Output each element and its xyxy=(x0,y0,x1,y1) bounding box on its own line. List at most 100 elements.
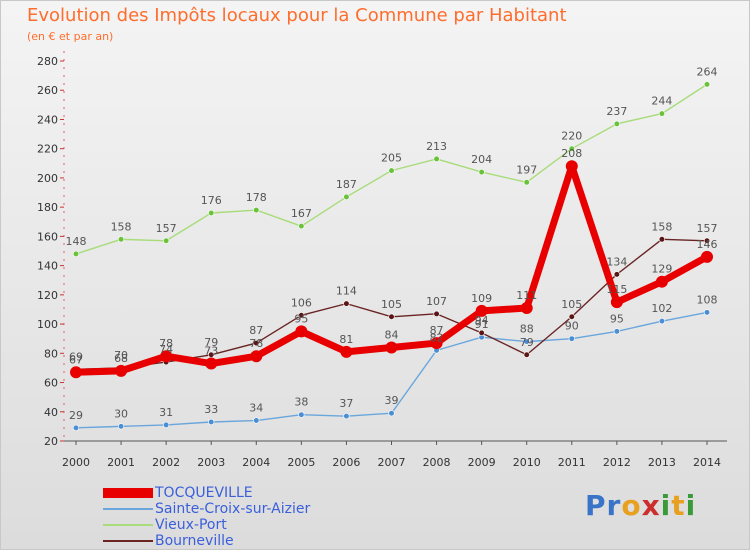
legend-swatch xyxy=(103,488,153,498)
data-point-tocqueville xyxy=(70,366,82,379)
data-label-vieux-port: 205 xyxy=(381,152,402,165)
y-tick-label: 280 xyxy=(37,55,58,68)
data-point-sainte-croix-sur-aizier xyxy=(388,410,395,417)
data-point-vieux-port xyxy=(658,110,666,117)
data-point-bourneville xyxy=(658,236,666,243)
data-label-bourneville: 79 xyxy=(204,336,218,349)
data-label-vieux-port: 167 xyxy=(291,207,312,220)
data-label-bourneville: 79 xyxy=(520,336,534,349)
data-point-bourneville xyxy=(523,351,530,358)
data-label-bourneville: 114 xyxy=(336,285,357,298)
data-label-bourneville: 134 xyxy=(606,255,627,268)
logo-letter: P xyxy=(585,489,607,522)
data-point-tocqueville xyxy=(250,350,263,363)
logo-letter: i xyxy=(660,489,672,522)
data-point-vieux-port xyxy=(478,168,485,176)
data-label-sainte-croix-sur-aizier: 31 xyxy=(159,406,173,419)
data-point-sainte-croix-sur-aizier xyxy=(613,328,620,335)
data-label-sainte-croix-sur-aizier: 108 xyxy=(697,293,718,306)
data-label-sainte-croix-sur-aizier: 33 xyxy=(204,403,218,416)
logo-letter: i xyxy=(685,489,697,522)
data-point-tocqueville xyxy=(655,275,668,288)
data-point-sainte-croix-sur-aizier xyxy=(208,418,215,426)
data-point-bourneville xyxy=(433,310,440,317)
data-point-tocqueville xyxy=(430,337,443,350)
data-label-vieux-port: 157 xyxy=(156,222,177,235)
data-label-vieux-port: 237 xyxy=(606,105,627,118)
data-label-tocqueville: 95 xyxy=(294,312,308,325)
y-tick-label: 200 xyxy=(37,172,58,185)
x-tick-label: 2003 xyxy=(197,456,225,469)
data-point-vieux-port xyxy=(433,155,440,163)
y-tick-label: 220 xyxy=(37,143,58,156)
data-label-vieux-port: 187 xyxy=(336,178,357,191)
data-point-vieux-port xyxy=(298,223,305,230)
data-point-bourneville xyxy=(613,271,620,278)
x-tick-label: 2012 xyxy=(603,456,631,469)
data-label-vieux-port: 213 xyxy=(426,140,447,153)
legend-swatch xyxy=(103,524,153,526)
data-label-sainte-croix-sur-aizier: 102 xyxy=(651,302,672,315)
data-label-tocqueville: 208 xyxy=(561,147,582,160)
data-point-vieux-port xyxy=(72,250,80,258)
data-point-sainte-croix-sur-aizier xyxy=(703,309,711,316)
x-tick-label: 2006 xyxy=(332,456,360,469)
data-point-sainte-croix-sur-aizier xyxy=(117,423,125,430)
data-point-sainte-croix-sur-aizier xyxy=(163,421,170,429)
data-label-sainte-croix-sur-aizier: 90 xyxy=(565,320,579,333)
legend-swatch xyxy=(103,508,153,510)
data-label-bourneville: 158 xyxy=(651,220,672,233)
data-label-vieux-port: 264 xyxy=(697,65,718,78)
y-tick-label: 240 xyxy=(37,113,58,126)
data-label-vieux-port: 148 xyxy=(66,235,87,248)
data-point-tocqueville xyxy=(295,325,308,338)
data-label-bourneville: 69 xyxy=(69,350,83,363)
data-label-bourneville: 70 xyxy=(114,349,128,362)
data-label-sainte-croix-sur-aizier: 30 xyxy=(114,407,128,420)
y-tick-label: 80 xyxy=(44,347,58,360)
legend-label: Sainte-Croix-sur-Aizier xyxy=(155,501,311,517)
data-point-sainte-croix-sur-aizier xyxy=(298,411,305,418)
data-point-sainte-croix-sur-aizier xyxy=(568,335,575,342)
data-label-tocqueville: 84 xyxy=(385,328,399,341)
y-tick-label: 40 xyxy=(44,406,58,419)
x-tick-label: 2008 xyxy=(423,456,451,469)
data-point-vieux-port xyxy=(117,236,125,243)
logo-letter: o xyxy=(621,489,642,522)
data-label-bourneville: 94 xyxy=(475,314,489,327)
data-point-tocqueville xyxy=(520,302,533,314)
y-tick-label: 140 xyxy=(37,260,58,273)
data-point-vieux-port xyxy=(523,179,530,186)
proxiti-logo: Proxiti xyxy=(585,489,696,522)
data-label-tocqueville: 129 xyxy=(651,263,672,276)
y-tick-label: 20 xyxy=(44,435,58,448)
data-label-bourneville: 74 xyxy=(159,343,173,356)
data-label-vieux-port: 197 xyxy=(516,163,537,176)
data-point-tocqueville xyxy=(385,341,398,354)
data-label-sainte-croix-sur-aizier: 38 xyxy=(294,396,308,409)
data-point-vieux-port xyxy=(613,120,620,127)
logo-letter: t xyxy=(671,489,686,522)
data-point-tocqueville xyxy=(610,296,623,309)
x-tick-label: 2001 xyxy=(107,456,135,469)
data-label-sainte-croix-sur-aizier: 29 xyxy=(69,409,83,422)
data-label-vieux-port: 220 xyxy=(561,130,582,143)
data-label-tocqueville: 78 xyxy=(249,337,263,350)
data-label-vieux-port: 158 xyxy=(111,220,132,233)
x-tick-label: 2011 xyxy=(558,456,586,469)
data-point-vieux-port xyxy=(388,167,395,174)
data-label-bourneville: 157 xyxy=(697,222,718,235)
data-label-tocqueville: 87 xyxy=(430,324,444,337)
data-point-bourneville xyxy=(568,313,575,320)
y-tick-label: 100 xyxy=(37,318,58,331)
data-label-tocqueville: 115 xyxy=(606,283,627,296)
data-point-sainte-croix-sur-aizier xyxy=(72,424,80,431)
data-point-vieux-port xyxy=(208,209,215,217)
data-label-tocqueville: 81 xyxy=(339,333,353,346)
data-label-tocqueville: 109 xyxy=(471,292,492,305)
data-point-tocqueville xyxy=(205,357,218,370)
data-label-bourneville: 106 xyxy=(291,296,312,309)
data-label-sainte-croix-sur-aizier: 88 xyxy=(520,323,534,336)
data-label-tocqueville: 111 xyxy=(516,289,537,302)
